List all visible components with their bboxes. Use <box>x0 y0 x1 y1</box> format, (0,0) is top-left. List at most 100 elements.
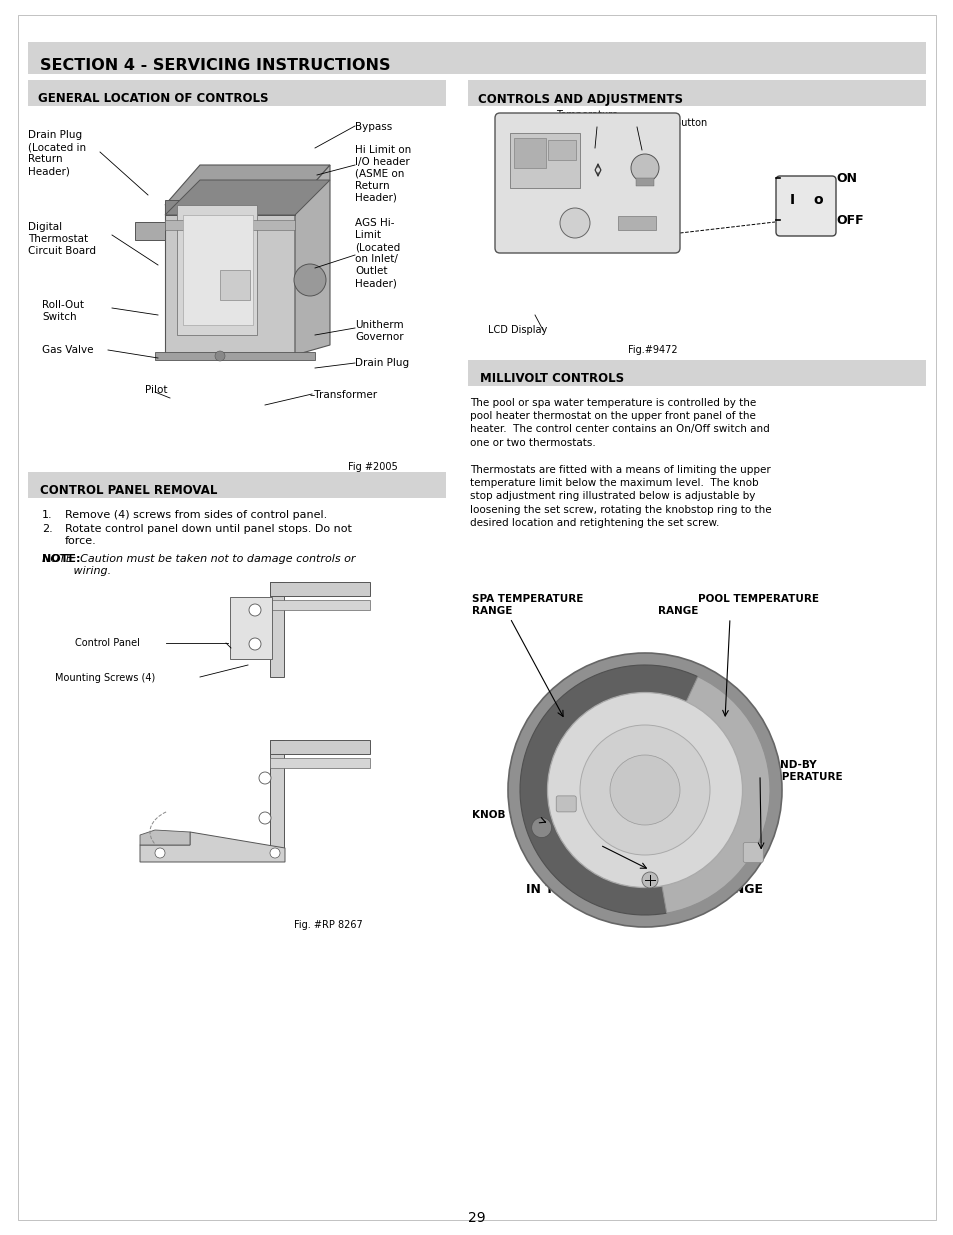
Polygon shape <box>165 165 330 205</box>
Bar <box>510 133 579 188</box>
Circle shape <box>579 725 709 855</box>
Bar <box>270 740 370 755</box>
Text: 29: 29 <box>468 1212 485 1225</box>
FancyBboxPatch shape <box>775 177 835 236</box>
Text: Header): Header) <box>355 278 396 288</box>
Wedge shape <box>644 677 769 913</box>
Text: Fig. #9473: Fig. #9473 <box>709 836 761 846</box>
Bar <box>230 597 272 659</box>
Polygon shape <box>140 830 190 845</box>
Text: Temperature: Temperature <box>556 110 618 120</box>
Text: SPA TEMPERATURE: SPA TEMPERATURE <box>472 594 583 604</box>
Text: I/O header: I/O header <box>355 157 410 167</box>
Text: SET SCREW: SET SCREW <box>574 832 640 842</box>
Bar <box>165 200 294 215</box>
Text: Gas Valve: Gas Valve <box>42 345 93 354</box>
Bar <box>270 758 370 768</box>
Text: Header): Header) <box>28 165 70 177</box>
Text: Switch: Switch <box>42 312 76 322</box>
Bar <box>183 215 253 325</box>
Text: NOTE: Caution must be taken not to damage controls or
         wiring.: NOTE: Caution must be taken not to damag… <box>42 555 355 576</box>
Text: RANGE: RANGE <box>472 606 512 616</box>
Bar <box>270 582 284 677</box>
Text: Fig. #RP 8267: Fig. #RP 8267 <box>294 920 363 930</box>
Text: The pool or spa water temperature is controlled by the
pool heater thermostat on: The pool or spa water temperature is con… <box>470 398 769 447</box>
Text: (ASME on: (ASME on <box>355 169 404 179</box>
Text: (Located in: (Located in <box>28 142 86 152</box>
Text: Thermostats are fitted with a means of limiting the upper
temperature limit belo: Thermostats are fitted with a means of l… <box>470 466 771 527</box>
Circle shape <box>214 351 225 361</box>
Circle shape <box>559 207 589 238</box>
Text: Return: Return <box>355 182 389 191</box>
Text: KNOB STOP SHOWN ABOVE IS
IN THE SPA TEMPERATURE RANGE: KNOB STOP SHOWN ABOVE IS IN THE SPA TEMP… <box>526 868 762 897</box>
Text: CONTROLS AND ADJUSTMENTS: CONTROLS AND ADJUSTMENTS <box>477 93 682 105</box>
Text: Unitherm: Unitherm <box>355 320 403 330</box>
Text: Circuit Board: Circuit Board <box>28 246 96 256</box>
Bar <box>270 740 284 850</box>
Bar <box>468 359 925 387</box>
Text: (Located: (Located <box>355 242 400 252</box>
Text: Outlet: Outlet <box>355 266 387 275</box>
Text: MILLIVOLT CONTROLS: MILLIVOLT CONTROLS <box>479 373 623 385</box>
Text: Header): Header) <box>355 193 396 203</box>
Text: GENERAL LOCATION OF CONTROLS: GENERAL LOCATION OF CONTROLS <box>38 93 268 105</box>
Text: 2.: 2. <box>42 524 52 534</box>
FancyBboxPatch shape <box>742 842 762 862</box>
Text: Control Panel: Control Panel <box>75 638 140 648</box>
Bar <box>270 600 370 610</box>
Text: ON: ON <box>835 172 856 184</box>
Bar <box>636 178 654 186</box>
Text: Roll-Out: Roll-Out <box>42 300 84 310</box>
Text: —Mode Button: —Mode Button <box>635 119 706 128</box>
Text: POOL TEMPERATURE: POOL TEMPERATURE <box>698 594 818 604</box>
Bar <box>177 205 256 335</box>
Text: Rotate control panel down until panel stops. Do not
force.: Rotate control panel down until panel st… <box>65 524 352 546</box>
Circle shape <box>531 818 551 837</box>
Text: RANGE: RANGE <box>657 606 698 616</box>
Circle shape <box>609 755 679 825</box>
Text: Remove (4) screws from sides of control panel.: Remove (4) screws from sides of control … <box>65 510 327 520</box>
Bar <box>28 472 446 498</box>
Text: –Transformer: –Transformer <box>310 390 377 400</box>
Circle shape <box>270 848 280 858</box>
Bar <box>468 80 925 106</box>
Circle shape <box>630 154 659 182</box>
Text: Adjust  Buttons: Adjust Buttons <box>556 122 630 132</box>
Text: on Inlet/: on Inlet/ <box>355 254 397 264</box>
Circle shape <box>249 604 261 616</box>
Bar <box>220 270 250 300</box>
Bar <box>270 582 370 597</box>
FancyBboxPatch shape <box>556 795 576 811</box>
Text: Governor: Governor <box>355 332 403 342</box>
Text: o: o <box>812 193 821 207</box>
Text: TEMPERATURE: TEMPERATURE <box>758 772 842 782</box>
Text: I: I <box>789 193 794 207</box>
Circle shape <box>641 872 658 888</box>
Bar <box>165 205 294 354</box>
Text: Hi Limit on: Hi Limit on <box>355 144 411 156</box>
FancyBboxPatch shape <box>495 112 679 253</box>
Bar <box>547 140 576 161</box>
Wedge shape <box>519 664 697 915</box>
Circle shape <box>258 772 271 784</box>
Text: Thermostat: Thermostat <box>28 233 88 245</box>
Bar <box>28 42 925 74</box>
Circle shape <box>154 848 165 858</box>
Text: Drain Plug: Drain Plug <box>28 130 82 140</box>
Bar <box>514 138 545 168</box>
Text: KNOB STOP RING: KNOB STOP RING <box>472 810 573 820</box>
Bar <box>135 222 165 240</box>
Bar <box>28 80 446 106</box>
Text: OFF: OFF <box>835 214 862 226</box>
Text: Fig.#9472: Fig.#9472 <box>627 345 677 354</box>
Text: Return: Return <box>28 154 63 164</box>
Bar <box>154 352 314 359</box>
Text: NOTE:: NOTE: <box>42 555 80 564</box>
Text: Bypass: Bypass <box>355 122 392 132</box>
Text: Mounting Screws (4): Mounting Screws (4) <box>55 673 155 683</box>
Circle shape <box>547 693 741 888</box>
Circle shape <box>294 264 326 296</box>
Text: LCD Display: LCD Display <box>488 325 547 335</box>
Text: AGS Hi-: AGS Hi- <box>355 219 395 228</box>
Text: Digital: Digital <box>28 222 62 232</box>
